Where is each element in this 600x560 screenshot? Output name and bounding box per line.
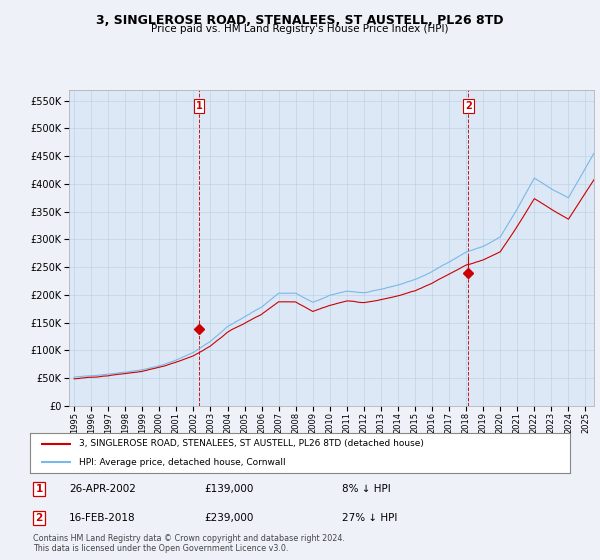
Text: 2: 2 [465,101,472,111]
Text: 27% ↓ HPI: 27% ↓ HPI [342,513,397,523]
Text: 8% ↓ HPI: 8% ↓ HPI [342,484,391,494]
Text: 1: 1 [35,484,43,494]
Text: Contains HM Land Registry data © Crown copyright and database right 2024.: Contains HM Land Registry data © Crown c… [33,534,345,543]
Text: 1: 1 [196,101,202,111]
Text: 3, SINGLEROSE ROAD, STENALEES, ST AUSTELL, PL26 8TD (detached house): 3, SINGLEROSE ROAD, STENALEES, ST AUSTEL… [79,439,424,448]
Text: £139,000: £139,000 [204,484,253,494]
Text: £239,000: £239,000 [204,513,253,523]
Text: 2: 2 [35,513,43,523]
Text: Price paid vs. HM Land Registry's House Price Index (HPI): Price paid vs. HM Land Registry's House … [151,24,449,34]
Text: 26-APR-2002: 26-APR-2002 [69,484,136,494]
Text: 3, SINGLEROSE ROAD, STENALEES, ST AUSTELL, PL26 8TD: 3, SINGLEROSE ROAD, STENALEES, ST AUSTEL… [96,14,504,27]
Text: This data is licensed under the Open Government Licence v3.0.: This data is licensed under the Open Gov… [33,544,289,553]
Text: 16-FEB-2018: 16-FEB-2018 [69,513,136,523]
Text: HPI: Average price, detached house, Cornwall: HPI: Average price, detached house, Corn… [79,458,285,467]
